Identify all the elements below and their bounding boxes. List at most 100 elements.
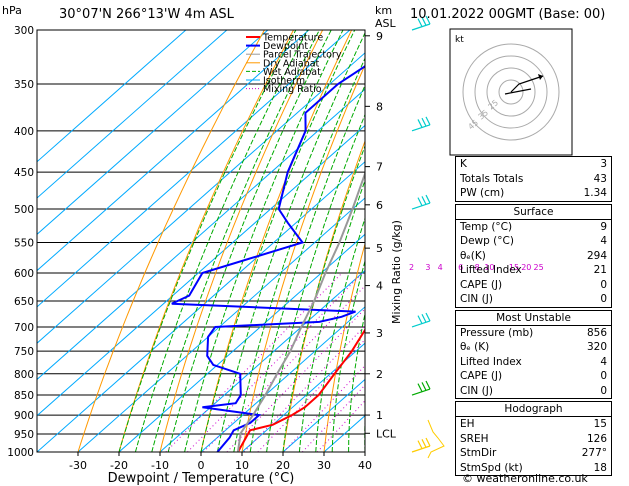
km-tick-label: 5 <box>376 242 383 255</box>
mixing-ratio-label: 10 <box>484 263 494 272</box>
most-unstable-row: CAPE (J) 0 <box>460 370 607 382</box>
dewpoint-line <box>171 65 365 452</box>
temperature-tick-label: 10 <box>235 459 249 472</box>
pressure-tick-label: 550 <box>14 237 34 249</box>
legend-entry: Mixing Ratio <box>263 84 322 95</box>
wind-barb <box>411 312 431 328</box>
isotherm-line <box>37 124 365 417</box>
mixing-ratio-line <box>203 285 365 452</box>
mixing-ratio-label: 15 <box>509 263 519 272</box>
wind-barb <box>411 380 431 396</box>
hodograph-trace <box>510 75 544 93</box>
location-title: 30°07'N 266°13'W 4m ASL <box>59 7 235 22</box>
most-unstable-row: Pressure (mb) 856 <box>460 326 607 339</box>
hodograph-row: StmSpd (kt) 18 <box>460 461 607 474</box>
isotherm-line <box>241 342 365 452</box>
legend-entry: Dry Adiabat <box>263 58 320 69</box>
surface-row: Lifted Index 21 <box>460 264 607 276</box>
most-unstable-row: Lifted Index 4 <box>460 355 607 368</box>
temperature-tick-label: -30 <box>69 459 87 472</box>
pressure-tick-label: 750 <box>14 346 34 358</box>
wind-barb <box>411 194 431 210</box>
pressure-tick-label: 950 <box>14 429 34 441</box>
isotherm-line <box>37 161 365 452</box>
dry-adiabat-line <box>323 242 365 452</box>
wind-barb <box>411 116 431 132</box>
most-unstable-row: θₑ (K) 320 <box>460 341 607 353</box>
hodograph-ring <box>474 55 548 129</box>
hodograph-row: EH 15 <box>460 418 607 430</box>
dry-adiabat-line <box>241 63 365 452</box>
most-unstable-box: Most Unstable Pressure (mb) 856 θₑ (K) 320 L… <box>455 309 612 399</box>
isotherm-line <box>37 30 187 163</box>
km-tick-label: LCL <box>376 427 397 440</box>
isotherm-line <box>37 30 228 199</box>
wet-adiabat-line <box>298 178 365 452</box>
x-axis-label: Dewpoint / Temperature (°C) <box>108 471 295 486</box>
wet-adiabat-line <box>315 216 365 452</box>
mixing-ratio-line <box>187 272 363 452</box>
dry-adiabat-line <box>159 30 324 452</box>
km-tick-label: 7 <box>376 161 383 174</box>
wind-barb <box>411 437 431 453</box>
mixing-ratio-line <box>243 325 365 452</box>
legend-entry: Parcel Trajectory <box>263 50 342 61</box>
hpa-unit-label: hPa <box>2 4 22 17</box>
datetime-title: 10.01.2022 00GMT (Base: 00) <box>410 7 605 22</box>
index-row: PW (cm) 1.34 <box>460 187 607 199</box>
legend-entry: Isotherm <box>263 76 305 87</box>
background-lines <box>37 30 365 452</box>
indices-panel: K 3 Totals Totals 43 PW (cm) 1.34 Surface Tem… <box>455 156 612 478</box>
pressure-tick-label: 400 <box>14 126 34 138</box>
axes: 2 3 4 6 8 10 15 20 25300350400450500550600650700… <box>7 25 543 472</box>
wet-adiabat-line <box>233 57 365 452</box>
wet-adiabat-line <box>167 30 332 452</box>
wet-adiabat-line <box>134 30 309 452</box>
mixing-ratio-label: 20 <box>521 263 531 272</box>
wind-barb <box>411 15 431 31</box>
mixing-ratio-axis-label: Mixing Ratio (g/kg) <box>390 220 403 324</box>
km-unit-label: km <box>375 4 392 17</box>
isotherm-line <box>37 52 365 344</box>
storm-motion-vector <box>504 88 532 95</box>
dry-adiabat-line <box>77 30 265 452</box>
pressure-tick-label: 800 <box>14 369 34 381</box>
hodograph-ring <box>498 79 524 105</box>
asl-unit-label: ASL <box>375 17 397 30</box>
wind-barbs <box>411 15 445 459</box>
wet-adiabat-line <box>216 31 365 452</box>
pressure-tick-label: 450 <box>14 167 34 179</box>
wet-adiabat-line <box>331 259 365 452</box>
temperature-tick-label: -10 <box>151 459 169 472</box>
legend-entry: Wet Adiabat <box>263 67 321 78</box>
hodograph-arrow <box>538 74 543 80</box>
km-tick-label: 8 <box>376 100 383 113</box>
temperature-tick-label: 0 <box>198 459 205 472</box>
surface-row: Dewp (°C) 4 <box>460 235 607 247</box>
legend-entry: Dewpoint <box>263 41 308 52</box>
km-tick-label: 6 <box>376 199 383 212</box>
isotherm-line <box>282 378 365 452</box>
pressure-tick-label: 850 <box>14 390 34 402</box>
temperature-tick-label: 30 <box>317 459 331 472</box>
mixing-ratio-label: 6 <box>458 263 463 272</box>
surface-wind-trace <box>427 419 445 459</box>
wet-adiabat-line <box>249 84 365 452</box>
pressure-tick-label: 500 <box>14 204 34 216</box>
temperature-tick-label: 20 <box>276 459 290 472</box>
isotherm-line <box>37 30 269 235</box>
surface-title: Surface <box>456 205 611 220</box>
most-unstable-row: CIN (J) 0 <box>460 384 607 397</box>
pressure-tick-label: 350 <box>14 79 34 91</box>
temperature-tick-label: 40 <box>358 459 372 472</box>
hodograph-ring <box>486 67 536 117</box>
isotherm-line <box>118 233 365 452</box>
temperature-tick-label: -20 <box>110 459 128 472</box>
legend-entry: Temperature <box>262 33 323 44</box>
surface-box: Surface Temp (°C) 9 Dewp (°C) 4 θₑ(K) 294 Lift… <box>455 203 612 308</box>
hodograph-indices-title: Hodograph <box>456 402 611 417</box>
wet-adiabat-line <box>151 30 320 452</box>
